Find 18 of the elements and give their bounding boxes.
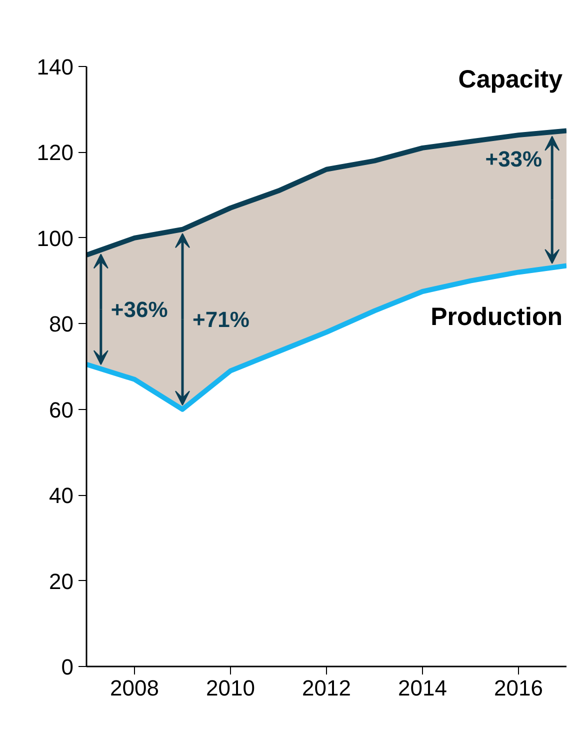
annotation: +71% <box>192 306 250 332</box>
x-tick-label: 2016 <box>494 676 543 700</box>
y-tick-label: 0 <box>61 654 74 680</box>
x-tick-label: 2008 <box>110 676 159 700</box>
y-tick-label: 40 <box>49 483 74 508</box>
series-label: Production <box>430 303 563 332</box>
y-tick-label: 100 <box>36 226 74 251</box>
x-tick-label: 2012 <box>302 676 351 700</box>
y-tick-label: 120 <box>36 140 74 166</box>
x-tick-label: 2010 <box>206 676 255 700</box>
y-tick-label: 20 <box>49 568 74 594</box>
y-tick-label: 60 <box>49 397 74 422</box>
annotation: +33% <box>485 146 542 172</box>
annotation: +36% <box>110 296 168 322</box>
series-label: Capacity <box>458 65 563 94</box>
x-tick-label: 2014 <box>398 676 447 700</box>
y-tick-label: 80 <box>49 312 74 337</box>
y-tick-label: 140 <box>36 54 74 80</box>
